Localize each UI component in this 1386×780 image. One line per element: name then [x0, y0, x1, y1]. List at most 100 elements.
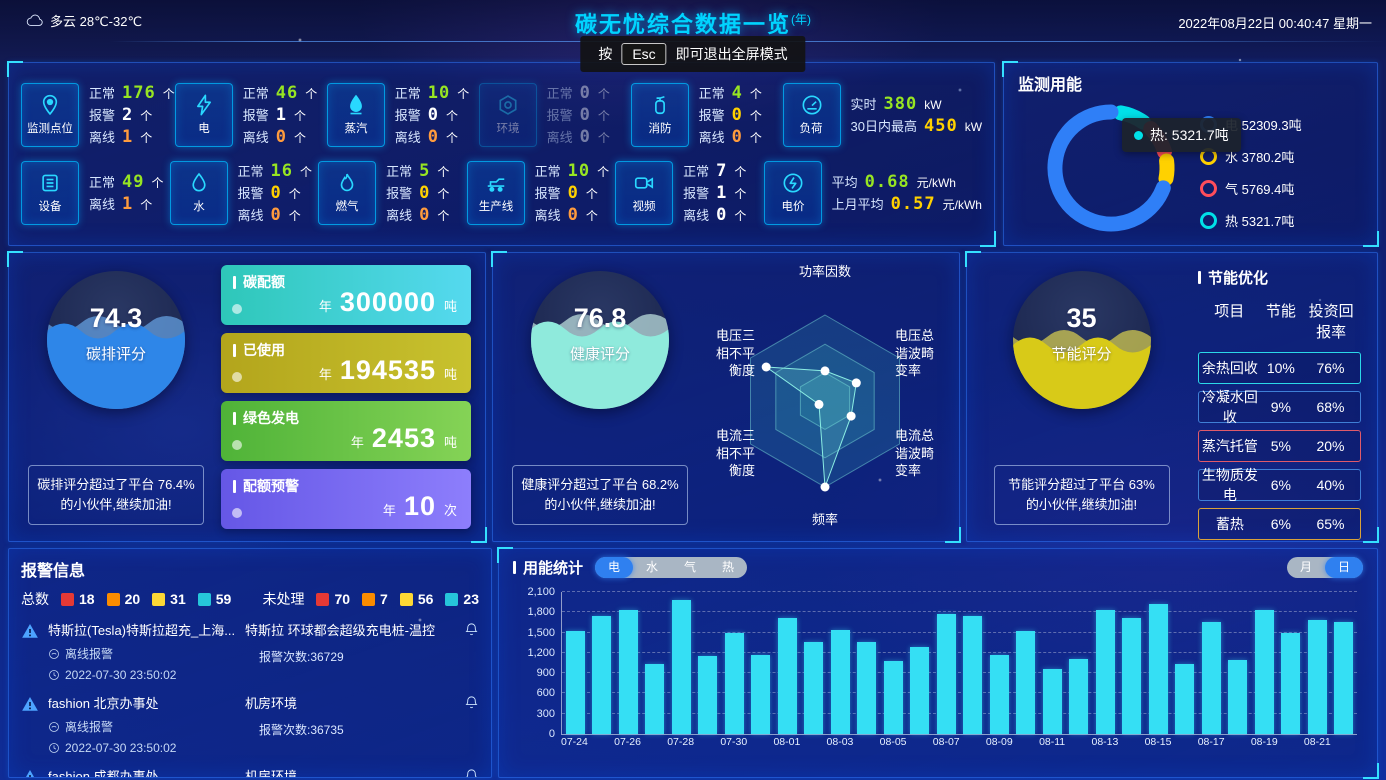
opt-saving: 6%: [1270, 477, 1291, 493]
tab-period-月[interactable]: 月: [1299, 560, 1312, 574]
opt-saving: 9%: [1270, 399, 1291, 415]
bar-08-06[interactable]: [910, 646, 930, 734]
alarm-times: 报警次数:36735: [259, 723, 344, 737]
optimization-row-生物质发电: 生物质发电 6% 40%: [1198, 467, 1361, 503]
stat-label: 电: [197, 121, 210, 135]
stat-iconbox: 监测点位: [21, 83, 79, 147]
alarm-list-item[interactable]: 特斯拉(Tesla)特斯拉超充_上海... 离线报警 2022-07-30 23:5…: [21, 620, 479, 682]
stat-metric: 正常 176 个: [89, 83, 175, 103]
alarm-stats: 总数 18 20 31 59 未处理 70 7 56 23: [21, 589, 479, 609]
usage-chart-title: 用能统计: [513, 557, 583, 578]
stat-metric: 报警 0 个: [394, 105, 458, 125]
stat-cell-环境[interactable]: 环境 正常 0 个报警 0 个离线 0 个: [478, 83, 631, 147]
bar-08-09[interactable]: [989, 654, 1009, 734]
bar-07-31[interactable]: [751, 654, 771, 734]
bar-07-29[interactable]: [698, 655, 718, 734]
stat-cell-电[interactable]: 电 正常 46 个报警 1 个离线 0 个: [174, 83, 327, 147]
legend-item-热[interactable]: 热 5321.7吨: [1200, 211, 1302, 230]
stat-cell-电价[interactable]: 电价 平均 0.68 元/kWh 上月平均 0.57 元/kWh: [763, 161, 982, 225]
x-axis-label: 07-24: [561, 736, 588, 748]
score-wave: [47, 316, 185, 409]
bar-08-05[interactable]: [883, 660, 903, 734]
stat-cell-生产线[interactable]: 生产线 正常 10 个报警 0 个离线 0 个: [466, 161, 616, 225]
bar-08-14[interactable]: [1122, 618, 1142, 734]
radar-axis-label: 电压三相不平衡度: [715, 328, 755, 379]
saving-score-label: 节能评分: [1051, 346, 1112, 363]
bar-08-04[interactable]: [857, 642, 877, 734]
tab-energy-水[interactable]: 水: [646, 560, 659, 574]
stat-cell-视频[interactable]: 视频 正常 7 个报警 1 个离线 0 个: [615, 161, 764, 225]
stat-cell-设备[interactable]: 设备 正常 49 个离线 1 个: [21, 161, 170, 225]
alarm-list-item[interactable]: fashion 北京办事处 离线报警 2022-07-30 23:50:02 机房环境…: [21, 693, 479, 755]
tab-energy-热[interactable]: 热: [722, 560, 735, 574]
optimization-row-冷凝水回收: 冷凝水回收 9% 68%: [1198, 389, 1361, 425]
bar-07-30[interactable]: [724, 632, 744, 734]
card-title: 绿色发电: [243, 410, 299, 426]
tab-energy-电[interactable]: 电: [595, 557, 634, 578]
bar-08-21[interactable]: [1307, 620, 1327, 734]
tab-energy-气[interactable]: 气: [684, 560, 697, 574]
bell-icon[interactable]: [464, 695, 479, 710]
alarm-count: 70: [334, 591, 351, 607]
health-score-label: 健康评分: [569, 346, 630, 363]
bar-08-11[interactable]: [1042, 669, 1062, 734]
bar-07-25[interactable]: [592, 615, 612, 734]
x-axis-label: [1225, 736, 1251, 748]
bar-08-22[interactable]: [1334, 621, 1354, 734]
bar-08-07[interactable]: [936, 613, 956, 734]
bar-08-03[interactable]: [830, 629, 850, 734]
alarm-list: 特斯拉(Tesla)特斯拉超充_上海... 离线报警 2022-07-30 23:5…: [21, 620, 479, 777]
opt-roi: 76%: [1316, 360, 1345, 376]
price-icon: [782, 172, 804, 194]
stat-metric: 上月平均 0.57 元/kWh: [831, 194, 982, 214]
alarm-total-label: 总数: [21, 591, 49, 607]
bar-08-01[interactable]: [777, 618, 797, 734]
stat-metric: 离线 0 个: [546, 127, 610, 147]
stat-cell-水[interactable]: 水 正常 16 个报警 0 个离线 0 个: [169, 161, 319, 225]
bar-08-15[interactable]: [1148, 603, 1168, 734]
legend-marker: [1200, 212, 1217, 229]
bar-08-10[interactable]: [1016, 630, 1036, 734]
opt-saving: 5%: [1270, 438, 1291, 454]
bar-08-17[interactable]: [1201, 621, 1221, 734]
stat-cell-负荷[interactable]: 负荷 实时 380 kW 30日内最高 450 kW: [782, 83, 982, 147]
stat-metric: 正常 5 个: [386, 161, 450, 181]
alarm-list-item[interactable]: fashion 成都办事处环境温度过高2022-07-30 23:49:51机房…: [21, 766, 479, 777]
score-wave: [531, 314, 669, 409]
y-axis-label: 1,800: [527, 606, 555, 619]
device-icon: [39, 172, 61, 194]
stat-metric: 报警 0 个: [546, 105, 610, 125]
bar-08-12[interactable]: [1069, 658, 1089, 734]
bar-08-20[interactable]: [1281, 633, 1301, 734]
card-配额预警: 配额预警年 10 次: [221, 469, 471, 529]
stat-cell-监测点位[interactable]: 监测点位 正常 176 个报警 2 个离线 1 个: [21, 83, 175, 147]
bar-07-24[interactable]: [565, 630, 585, 734]
bar-08-19[interactable]: [1254, 610, 1274, 734]
card-value: 300000: [339, 287, 436, 317]
steam-icon: [345, 94, 367, 116]
energy-donut-chart[interactable]: [1032, 89, 1190, 247]
stat-cell-蒸汽[interactable]: 蒸汽 正常 10 个报警 0 个离线 0 个: [326, 83, 479, 147]
bar-08-16[interactable]: [1175, 663, 1195, 734]
bar-08-18[interactable]: [1228, 660, 1248, 734]
bar-07-26[interactable]: [618, 609, 638, 734]
card-prefix: 年: [318, 367, 332, 382]
bell-icon[interactable]: [464, 622, 479, 637]
donut-arc-电[interactable]: [1047, 104, 1171, 232]
health-score-panel: 76.8 健康评分 健康评分超过了平台 68.2% 的小伙伴,继续加油! 功率因…: [491, 251, 961, 543]
legend-item-气[interactable]: 气 5769.4吨: [1200, 179, 1302, 198]
x-axis-label: 07-30: [720, 736, 748, 748]
stat-cell-燃气[interactable]: 燃气 正常 5 个报警 0 个离线 0 个: [318, 161, 467, 225]
bar-08-13[interactable]: [1095, 610, 1115, 734]
bar-08-02[interactable]: [804, 642, 824, 734]
stat-cell-消防[interactable]: 消防 正常 4 个报警 0 个离线 0 个: [630, 83, 783, 147]
opt-project: 冷凝水回收: [1201, 389, 1258, 425]
x-axis-label: [853, 736, 879, 748]
bar-07-28[interactable]: [671, 600, 691, 734]
bar-07-27[interactable]: [645, 663, 665, 734]
tab-period-日[interactable]: 日: [1325, 557, 1363, 578]
bar-08-08[interactable]: [963, 616, 983, 734]
bell-icon[interactable]: [464, 768, 479, 777]
gridline: [562, 611, 1357, 613]
donut-arc-水[interactable]: [1158, 153, 1175, 186]
